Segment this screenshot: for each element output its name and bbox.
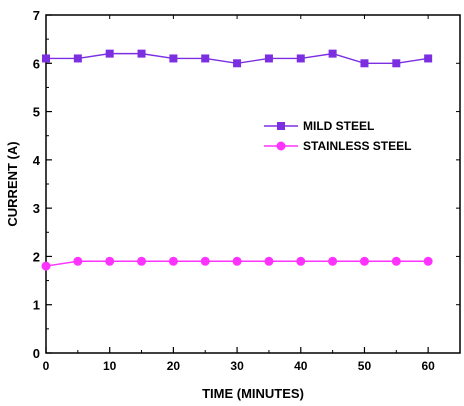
data-point bbox=[392, 59, 401, 68]
y-tick-label: 3 bbox=[33, 201, 40, 216]
data-point bbox=[296, 54, 305, 63]
x-axis-label: TIME (MINUTES) bbox=[202, 386, 304, 401]
data-point bbox=[264, 256, 274, 266]
y-tick-label: 6 bbox=[33, 56, 40, 71]
y-tick-label: 2 bbox=[33, 249, 40, 264]
data-point bbox=[391, 256, 401, 266]
data-point bbox=[73, 54, 82, 63]
x-axis-ticks: 0 10 20 30 40 50 60 bbox=[43, 15, 435, 373]
legend-marker bbox=[276, 141, 286, 151]
data-point bbox=[41, 261, 51, 271]
data-point bbox=[200, 256, 210, 266]
data-point bbox=[105, 49, 114, 58]
data-point bbox=[328, 256, 338, 266]
y-axis-label: CURRENT (A) bbox=[5, 141, 20, 226]
series-1 bbox=[41, 256, 433, 271]
x-tick-label: 20 bbox=[167, 359, 181, 373]
legend-label: STAINLESS STEEL bbox=[303, 139, 411, 153]
x-tick-label: 40 bbox=[294, 359, 308, 373]
x-tick-label: 10 bbox=[103, 359, 117, 373]
data-point bbox=[168, 256, 178, 266]
legend-label: MILD STEEL bbox=[303, 119, 374, 133]
x-tick-label: 30 bbox=[230, 359, 244, 373]
data-point bbox=[424, 54, 433, 63]
legend-item: STAINLESS STEEL bbox=[264, 139, 411, 153]
data-point bbox=[73, 256, 83, 266]
data-point bbox=[233, 59, 242, 68]
series-layer bbox=[41, 49, 433, 271]
data-point bbox=[264, 54, 273, 63]
data-point bbox=[328, 49, 337, 58]
data-point bbox=[105, 256, 115, 266]
data-point bbox=[232, 256, 242, 266]
x-tick-label: 50 bbox=[358, 359, 372, 373]
x-tick-label: 0 bbox=[43, 359, 50, 373]
series-0 bbox=[42, 49, 433, 68]
legend-marker bbox=[277, 122, 285, 130]
y-tick-label: 4 bbox=[33, 153, 41, 168]
data-point bbox=[137, 256, 147, 266]
y-tick-label: 7 bbox=[33, 8, 40, 23]
data-point bbox=[201, 54, 210, 63]
data-point bbox=[359, 256, 369, 266]
data-point bbox=[169, 54, 178, 63]
y-axis-ticks: 0 1 2 3 4 5 6 7 bbox=[33, 8, 460, 361]
data-point bbox=[42, 54, 50, 63]
data-point bbox=[137, 49, 146, 58]
legend-item: MILD STEEL bbox=[264, 119, 374, 133]
x-tick-label: 60 bbox=[421, 359, 435, 373]
data-point bbox=[423, 256, 433, 266]
data-point bbox=[296, 256, 306, 266]
data-point bbox=[360, 59, 369, 68]
y-tick-label: 5 bbox=[33, 105, 40, 120]
y-tick-label: 0 bbox=[33, 346, 40, 361]
y-tick-label: 1 bbox=[33, 298, 40, 313]
legend: MILD STEEL STAINLESS STEEL bbox=[264, 119, 411, 153]
